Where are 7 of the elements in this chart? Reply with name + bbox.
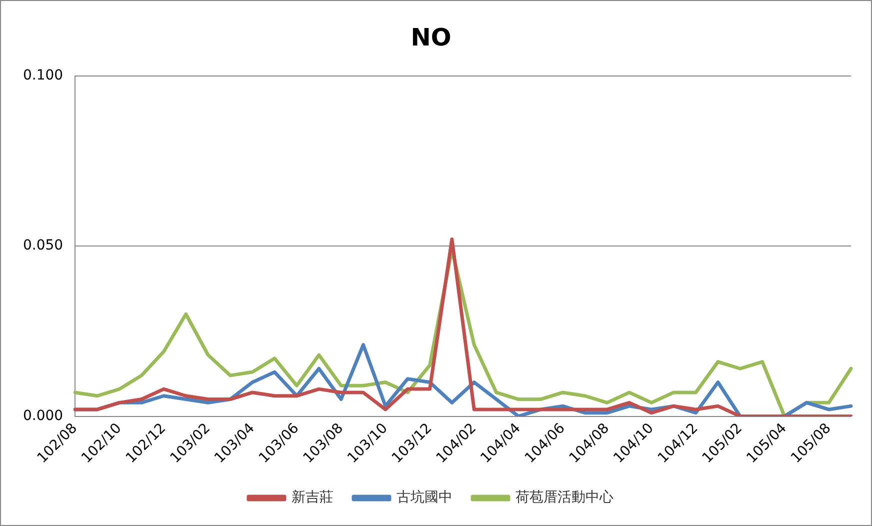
legend-label: 荷苞厝活動中心 [516, 490, 614, 506]
y-tick-label: 0.000 [22, 408, 64, 424]
legend-label: 古坑國中 [396, 490, 452, 506]
chart-title: NO [410, 24, 452, 52]
y-tick-label: 0.050 [22, 238, 64, 254]
legend-label: 新吉莊 [292, 490, 334, 506]
y-tick-label: 0.100 [22, 67, 64, 84]
